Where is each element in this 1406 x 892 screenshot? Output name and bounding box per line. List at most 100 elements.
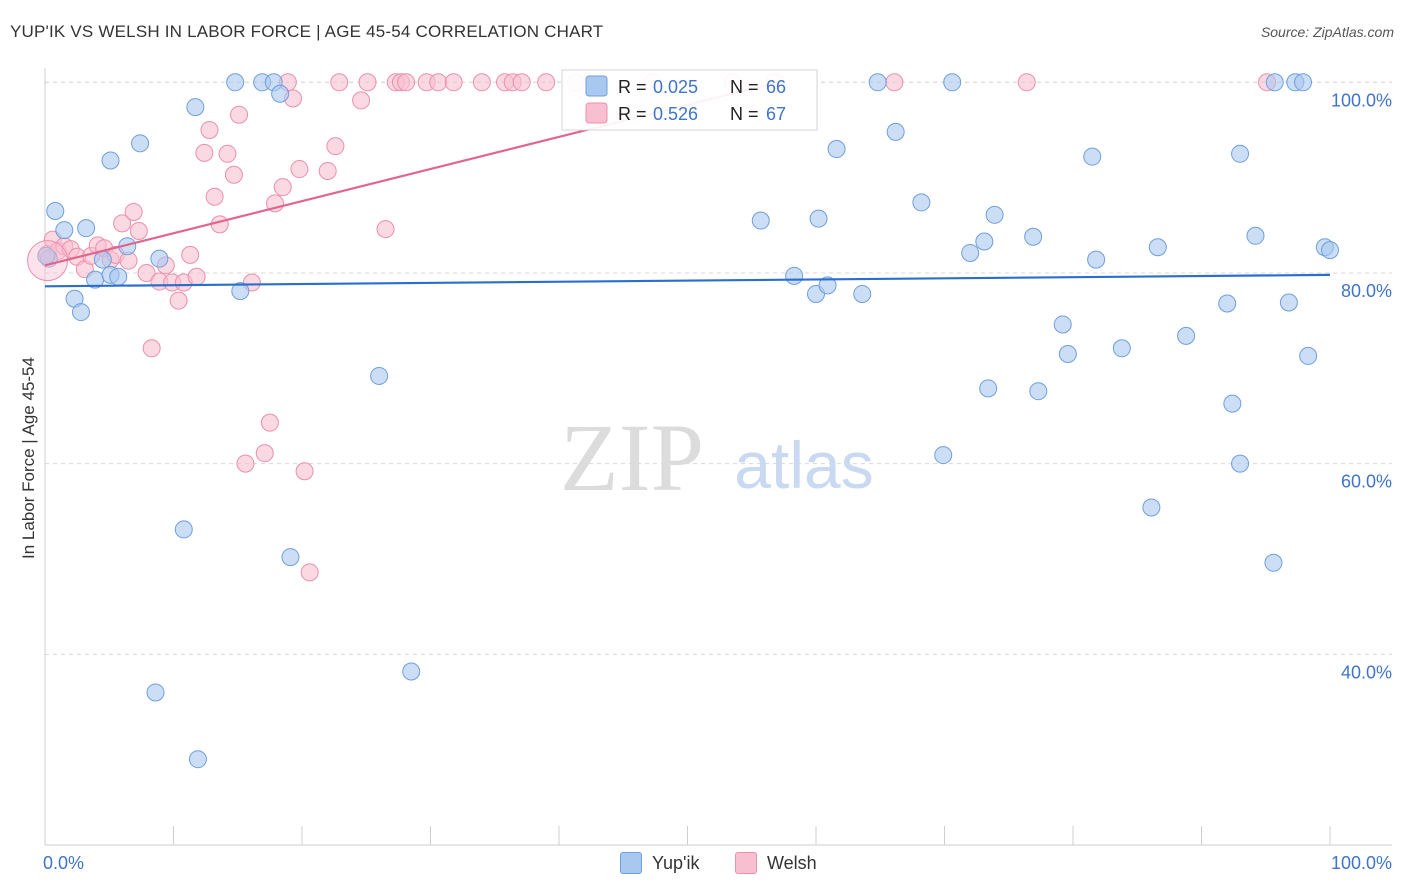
welsh-point[interactable] — [318, 161, 337, 180]
yupik-point[interactable] — [1058, 345, 1077, 364]
yupik-point[interactable] — [1142, 498, 1161, 517]
welsh-point[interactable] — [137, 263, 156, 282]
yupik-point[interactable] — [853, 284, 872, 303]
x-tick-label-min: 0.0% — [43, 853, 84, 873]
welsh-point[interactable] — [113, 214, 132, 233]
yupik-point[interactable] — [1265, 73, 1284, 92]
grid-layer — [45, 81, 1392, 655]
legend-swatch-yupik-bottom — [620, 852, 642, 874]
yupik-point[interactable] — [961, 243, 980, 262]
welsh-point[interactable] — [358, 73, 377, 92]
yupik-point[interactable] — [146, 683, 165, 702]
welsh-point[interactable] — [187, 267, 206, 286]
yupik-point[interactable] — [868, 73, 887, 92]
yupik-point[interactable] — [1299, 346, 1318, 365]
yupik-point[interactable] — [1087, 250, 1106, 269]
yupik-point[interactable] — [1083, 147, 1102, 166]
yupik-point[interactable] — [271, 84, 290, 103]
welsh-point[interactable] — [142, 339, 161, 358]
welsh-point[interactable] — [885, 73, 904, 92]
yupik-point[interactable] — [809, 209, 828, 228]
yupik-point[interactable] — [1024, 227, 1043, 246]
welsh-point[interactable] — [429, 73, 448, 92]
yupik-point[interactable] — [979, 379, 998, 398]
legend-item-yupik[interactable]: Yup'ik — [620, 852, 699, 874]
yupik-point[interactable] — [1231, 144, 1250, 163]
yupik-point[interactable] — [1218, 294, 1237, 313]
yupik-point[interactable] — [751, 211, 770, 230]
welsh-point[interactable] — [129, 222, 148, 241]
yupik-point[interactable] — [188, 750, 207, 769]
welsh-point[interactable] — [444, 73, 463, 92]
yupik-point[interactable] — [1177, 326, 1196, 345]
yupik-point[interactable] — [1112, 339, 1131, 358]
welsh-point[interactable] — [169, 291, 188, 310]
yupik-point[interactable] — [1294, 73, 1313, 92]
welsh-point[interactable] — [200, 120, 219, 139]
yupik-point[interactable] — [226, 73, 245, 92]
yupik-point[interactable] — [1279, 293, 1298, 312]
yupik-point[interactable] — [231, 282, 250, 301]
yupik-point[interactable] — [109, 267, 128, 286]
welsh-point[interactable] — [205, 187, 224, 206]
yupik-point[interactable] — [186, 98, 205, 117]
welsh-point[interactable] — [218, 144, 237, 163]
yupik-point[interactable] — [174, 520, 193, 539]
yupik-point[interactable] — [281, 548, 300, 567]
welsh-point[interactable] — [472, 73, 491, 92]
welsh-point[interactable] — [181, 245, 200, 264]
welsh-point[interactable] — [290, 160, 309, 179]
yupik-point[interactable] — [975, 232, 994, 251]
yupik-point[interactable] — [785, 266, 804, 285]
yupik-point[interactable] — [912, 193, 931, 212]
welsh-point[interactable] — [236, 454, 255, 473]
welsh-point[interactable] — [352, 91, 371, 110]
welsh-point[interactable] — [255, 444, 274, 463]
yupik-point[interactable] — [886, 122, 905, 141]
welsh-point[interactable] — [260, 413, 279, 432]
yupik-point[interactable] — [370, 366, 389, 385]
welsh-point[interactable] — [124, 202, 143, 221]
yupik-point[interactable] — [1029, 382, 1048, 401]
axes-layer: 40.0% 60.0% 80.0% 100.0% 0.0% 100.0% — [43, 68, 1392, 873]
welsh-point[interactable] — [210, 215, 229, 234]
legend-swatch-welsh-bottom — [735, 852, 757, 874]
yupik-point[interactable] — [1246, 226, 1265, 245]
yupik-point[interactable] — [1148, 238, 1167, 257]
yupik-point[interactable] — [93, 250, 112, 269]
welsh-point[interactable] — [295, 462, 314, 481]
welsh-point[interactable] — [195, 143, 214, 162]
welsh-point[interactable] — [273, 178, 292, 197]
yupik-point[interactable] — [827, 140, 846, 159]
yupik-point[interactable] — [1231, 454, 1250, 473]
yupik-point[interactable] — [46, 202, 65, 221]
yupik-point[interactable] — [150, 249, 169, 268]
welsh-point[interactable] — [512, 73, 531, 92]
legend-item-welsh[interactable]: Welsh — [735, 852, 817, 874]
yupik-point[interactable] — [55, 221, 74, 240]
yupik-point[interactable] — [71, 303, 90, 322]
yupik-point[interactable] — [1223, 394, 1242, 413]
yupik-point[interactable] — [1264, 553, 1283, 572]
welsh-point[interactable] — [224, 165, 243, 184]
welsh-point[interactable] — [376, 220, 395, 239]
welsh-point[interactable] — [537, 73, 556, 92]
yupik-point[interactable] — [101, 151, 120, 170]
welsh-point[interactable] — [330, 73, 349, 92]
welsh-point[interactable] — [397, 73, 416, 92]
welsh-point[interactable] — [1017, 73, 1036, 92]
yupik-point[interactable] — [1321, 241, 1339, 260]
watermark-zip: ZIP — [560, 404, 704, 511]
yupik-point[interactable] — [818, 276, 837, 295]
yupik-point[interactable] — [943, 73, 962, 92]
welsh-point[interactable] — [326, 137, 345, 156]
yupik-point[interactable] — [934, 446, 953, 465]
welsh-point[interactable] — [300, 563, 319, 582]
yupik-point[interactable] — [77, 219, 96, 238]
yupik-point[interactable] — [402, 662, 421, 681]
yupik-point[interactable] — [985, 205, 1004, 224]
chart-title: YUP'IK VS WELSH IN LABOR FORCE | AGE 45-… — [10, 22, 604, 41]
yupik-point[interactable] — [1053, 315, 1072, 334]
welsh-point[interactable] — [230, 105, 249, 124]
yupik-point[interactable] — [131, 134, 150, 153]
